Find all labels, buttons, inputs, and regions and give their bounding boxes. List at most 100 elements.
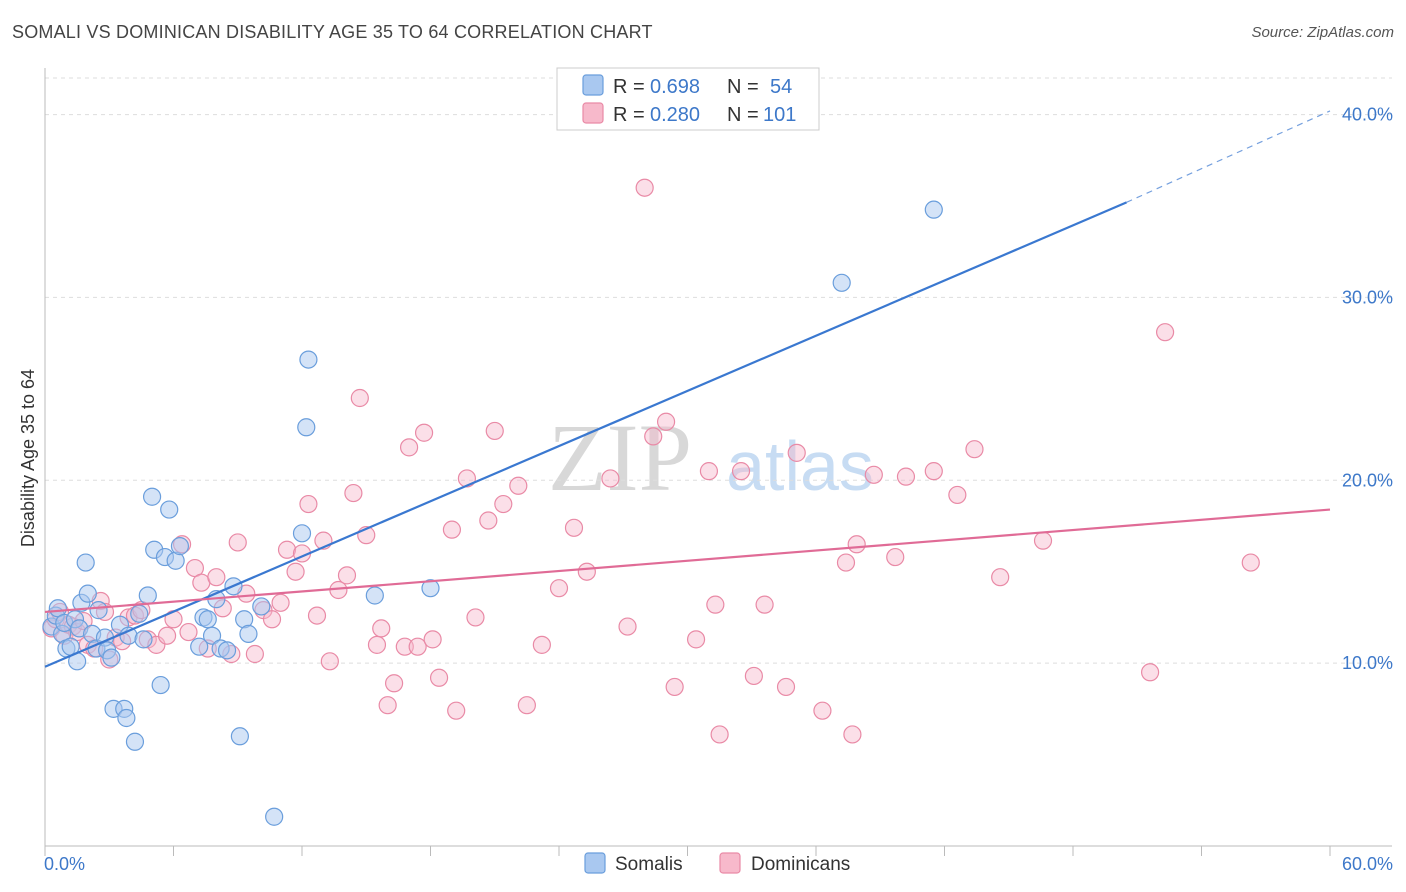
- dominican-point-39: [299, 494, 318, 514]
- legend-dominican-r-value: 0.280: [650, 104, 700, 126]
- somali-trend-extension: [1126, 110, 1331, 203]
- dominican-point-57: [429, 668, 449, 687]
- dominican-point-73: [635, 178, 654, 197]
- dominican-point-55: [414, 423, 434, 442]
- somali-point-22: [117, 708, 136, 728]
- chart-title: SOMALI VS DOMINICAN DISABILITY AGE 35 TO…: [12, 22, 653, 42]
- dominican-point-88: [843, 725, 862, 744]
- dominican-point-30: [228, 533, 247, 552]
- x-tick-label-max: 60.0%: [1342, 854, 1393, 874]
- dominican-point-79: [706, 595, 725, 614]
- legend-somali-swatch: [582, 74, 604, 96]
- somali-points: [42, 200, 943, 826]
- legend-dominican-swatch: [582, 102, 604, 124]
- dominican-point-58: [442, 520, 462, 539]
- bottom-legend-somali-label: Somalis: [615, 854, 683, 875]
- dominican-point-20: [157, 626, 177, 645]
- legend-somali-r-label: R =: [613, 76, 645, 98]
- dominican-point-54: [408, 637, 427, 656]
- gridlines: [45, 77, 1392, 664]
- bottom-legend-dominican-label: Dominicans: [751, 854, 850, 875]
- somali-point-38: [202, 626, 222, 645]
- somali-point-34: [170, 537, 190, 556]
- dominican-point-77: [686, 630, 706, 649]
- dominican-point-87: [836, 553, 856, 572]
- dominican-point-94: [948, 485, 967, 505]
- dominican-point-95: [965, 440, 984, 459]
- x-ticks: [44, 846, 1331, 856]
- somali-point-51: [365, 586, 384, 605]
- dominican-point-81: [731, 462, 751, 481]
- dominican-point-84: [776, 677, 796, 697]
- somali-point-48: [292, 524, 312, 543]
- dominican-point-90: [864, 465, 883, 484]
- dominican-point-60: [457, 469, 477, 488]
- dominican-point-49: [372, 619, 391, 638]
- somali-point-45: [239, 624, 258, 643]
- dominican-point-70: [577, 562, 596, 581]
- correlation-legend: R = 0.698 N = 54 R = 0.280 N = 101: [556, 67, 820, 131]
- dominican-point-63: [485, 421, 504, 441]
- somali-point-28: [142, 487, 162, 506]
- dominican-point-69: [564, 518, 584, 537]
- dominican-point-67: [532, 635, 551, 654]
- somali-point-41: [217, 641, 237, 660]
- somali-point-46: [252, 597, 271, 616]
- somali-point-35: [190, 637, 209, 656]
- legend-dominican-n-value: 101: [763, 104, 796, 126]
- dominican-point-27: [207, 568, 226, 587]
- y-tick-label-30: 30.0%: [1342, 287, 1393, 307]
- dominican-point-46: [350, 388, 369, 408]
- dominican-point-53: [399, 438, 419, 457]
- dominican-point-64: [494, 494, 513, 514]
- y-tick-label-40: 40.0%: [1342, 105, 1393, 125]
- y-tick-label-10: 10.0%: [1342, 653, 1393, 673]
- dominican-point-65: [509, 476, 528, 495]
- somali-point-18: [102, 648, 121, 667]
- somali-point-15: [89, 601, 108, 620]
- dominican-point-92: [896, 467, 916, 486]
- somali-point-43: [230, 727, 249, 746]
- somali-point-12: [78, 584, 97, 603]
- dominican-points: [42, 178, 1260, 744]
- watermark-zip: ZIP: [548, 404, 692, 511]
- dominican-point-36: [277, 540, 297, 559]
- dominican-point-75: [656, 412, 676, 431]
- dominican-point-34: [262, 610, 282, 629]
- y-tick-label-20: 20.0%: [1342, 470, 1393, 490]
- dominican-point-80: [710, 725, 729, 744]
- dominican-point-62: [479, 511, 498, 530]
- dominican-point-96: [991, 568, 1010, 587]
- dominican-point-66: [517, 696, 536, 715]
- somali-point-52: [421, 579, 440, 598]
- dominican-point-35: [271, 593, 290, 612]
- dominican-point-100: [1241, 553, 1260, 572]
- somali-point-11: [76, 553, 95, 572]
- dominican-point-37: [286, 562, 305, 581]
- dominican-point-23: [179, 622, 198, 642]
- dominican-point-85: [787, 443, 806, 462]
- dominican-point-98: [1140, 663, 1160, 682]
- dominican-point-44: [337, 566, 357, 585]
- somali-point-32: [160, 500, 179, 519]
- series-legend: Somalis Dominicans: [584, 852, 850, 875]
- dominican-point-68: [549, 579, 569, 598]
- somali-point-49: [297, 418, 316, 437]
- legend-dominican-n-label: N =: [727, 104, 759, 126]
- dominican-point-99: [1155, 323, 1175, 342]
- somali-point-30: [151, 675, 170, 695]
- legend-dominican-r-label: R =: [613, 104, 645, 126]
- dominican-trend-line: [44, 508, 1331, 614]
- dominican-point-78: [699, 462, 719, 481]
- dominican-point-50: [378, 696, 397, 715]
- legend-somali-r-value: 0.698: [650, 76, 700, 98]
- dominican-point-91: [886, 547, 905, 567]
- somali-point-53: [832, 273, 851, 292]
- somali-point-47: [265, 807, 284, 826]
- dominican-point-61: [466, 608, 485, 627]
- dominican-point-83: [755, 595, 774, 614]
- dominican-point-48: [367, 635, 387, 654]
- legend-somali-n-value: 54: [770, 76, 792, 98]
- trend-lines: [44, 110, 1331, 668]
- somali-trend-line: [44, 201, 1127, 668]
